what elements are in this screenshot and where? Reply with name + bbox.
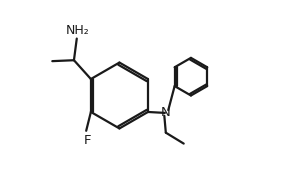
Text: NH₂: NH₂ bbox=[66, 24, 89, 37]
Text: N: N bbox=[160, 106, 170, 119]
Text: F: F bbox=[83, 134, 91, 147]
